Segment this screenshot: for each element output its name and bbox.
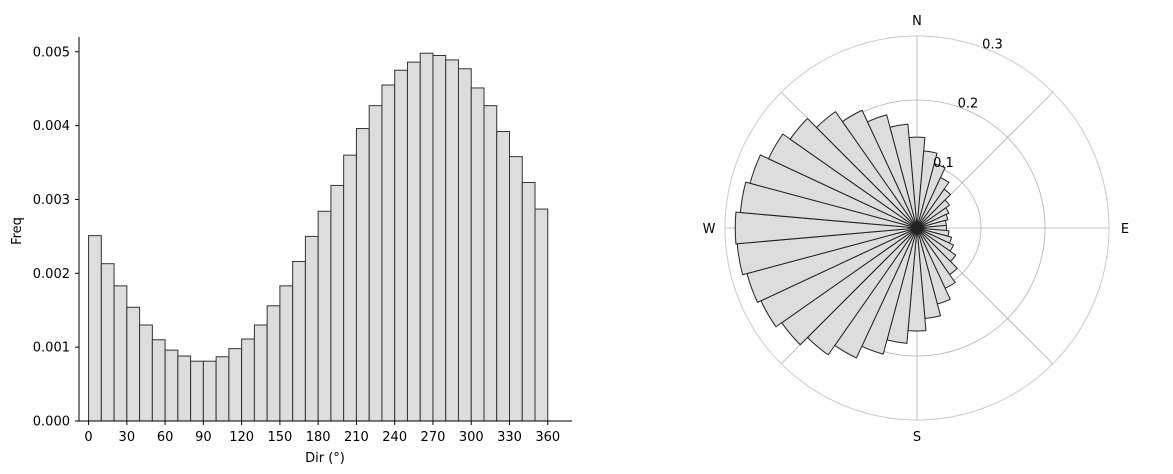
histogram-y-ticks: 0.000 0.001 0.002 0.003 0.004 0.005 xyxy=(33,45,79,430)
histogram-bar xyxy=(381,84,396,422)
histogram-bar xyxy=(304,235,319,422)
histogram-bar xyxy=(508,156,523,422)
histogram-bar xyxy=(151,339,166,422)
histogram-bar xyxy=(100,263,115,422)
histogram-bar xyxy=(113,285,128,422)
histogram-x-tick-label: 270 xyxy=(421,430,446,445)
histogram-bar xyxy=(228,348,243,422)
histogram-bar xyxy=(88,235,102,422)
histogram-bar xyxy=(406,61,421,422)
histogram-bar xyxy=(394,69,408,422)
histogram-x-tick-label: 150 xyxy=(267,430,292,445)
wind-rose-radial-labels: 0.1 0.2 0.3 xyxy=(933,38,1003,171)
histogram-bar xyxy=(266,305,281,422)
histogram-x-tick-label: 120 xyxy=(229,430,254,445)
wind-rose-bar xyxy=(789,117,918,229)
histogram-bar xyxy=(164,349,179,422)
histogram-y-tick-label: 0.001 xyxy=(33,341,70,356)
histogram-y-tick-label: 0.000 xyxy=(33,415,70,430)
histogram-bar xyxy=(368,105,383,422)
histogram-bar xyxy=(139,324,153,422)
histogram-bar xyxy=(241,338,255,422)
histogram-chart: 0.000 0.001 0.002 0.003 0.004 0.005 0 30 60 90 12… xyxy=(10,37,572,466)
histogram-bar xyxy=(177,355,192,422)
histogram-x-axis-label: Dir (°) xyxy=(305,451,345,466)
wind-rose-radial-label: 0.2 xyxy=(958,97,979,112)
histogram-bar xyxy=(496,131,510,422)
histogram-x-tick-label: 60 xyxy=(157,430,174,445)
wind-rose-bars xyxy=(734,109,958,359)
histogram-x-tick-label: 360 xyxy=(535,430,560,445)
wind-rose-bar xyxy=(916,177,950,229)
wind-rose-radial-label: 0.1 xyxy=(933,156,954,171)
histogram-x-tick-label: 300 xyxy=(459,430,484,445)
histogram-bar xyxy=(343,154,357,422)
histogram-bar xyxy=(432,54,447,422)
histogram-y-tick-label: 0.005 xyxy=(33,45,70,60)
histogram-y-tick-label: 0.003 xyxy=(33,193,70,208)
histogram-x-tick-label: 240 xyxy=(382,430,407,445)
wind-rose-radial-label: 0.3 xyxy=(982,38,1003,53)
histogram-x-tick-label: 90 xyxy=(195,430,212,445)
wind-rose-bar xyxy=(867,114,918,229)
histogram-y-tick-label: 0.004 xyxy=(33,119,70,134)
wind-rose-direction-label: N xyxy=(912,14,922,29)
wind-rose-bar xyxy=(734,211,918,245)
histogram-bar xyxy=(483,105,498,422)
histogram-bar xyxy=(202,360,217,422)
histogram-x-tick-label: 210 xyxy=(344,430,369,445)
wind-rose-bar xyxy=(916,188,951,229)
histogram-bar xyxy=(470,87,485,422)
histogram-bar xyxy=(215,356,230,422)
histogram-x-tick-label: 180 xyxy=(306,430,331,445)
histogram-y-axis-label: Freq xyxy=(10,217,25,245)
wind-rose-direction-label: S xyxy=(913,430,921,445)
histogram-bar xyxy=(457,68,472,422)
histogram-bars xyxy=(88,52,549,422)
histogram-x-ticks: 0 30 60 90 120 150 180 210 240 270 300 330 360 xyxy=(84,421,560,445)
wind-rose-direction-label: E xyxy=(1121,222,1129,237)
histogram-bar xyxy=(419,52,434,422)
histogram-bar xyxy=(317,210,332,422)
histogram-x-tick-label: 30 xyxy=(119,430,136,445)
wind-rose-direction-label: W xyxy=(703,222,716,237)
histogram-bar xyxy=(292,260,306,422)
wind-rose-bar xyxy=(916,213,949,229)
wind-rose-bar xyxy=(749,154,918,229)
wind-rose-bar xyxy=(916,207,950,229)
wind-rose-bar xyxy=(889,123,918,229)
histogram-bar xyxy=(253,324,268,422)
histogram-bar xyxy=(355,128,370,422)
wind-rose-bar xyxy=(816,111,918,229)
histogram-bar xyxy=(330,184,345,422)
histogram-bar xyxy=(521,181,536,422)
wind-rose-chart: 0.1 0.2 0.3 N E S W xyxy=(703,14,1130,445)
histogram-bar xyxy=(279,285,294,422)
wind-rose-direction-labels: N E S W xyxy=(703,14,1130,445)
wind-rose-bar xyxy=(916,199,951,229)
histogram-y-tick-label: 0.002 xyxy=(33,267,70,282)
histogram-bar xyxy=(534,208,549,422)
wind-rose-bar xyxy=(841,109,918,229)
histogram-bar xyxy=(126,306,141,422)
histogram-x-tick-label: 0 xyxy=(84,430,92,445)
histogram-bar xyxy=(190,360,204,422)
histogram-bar xyxy=(445,59,459,422)
wind-rose-bar xyxy=(768,133,918,229)
histogram-x-tick-label: 330 xyxy=(497,430,522,445)
